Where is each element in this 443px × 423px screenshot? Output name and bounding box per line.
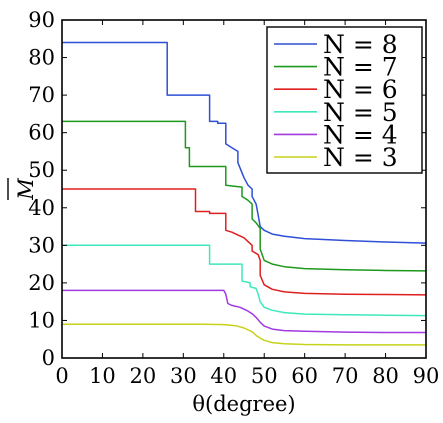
x-tick-label: 30 bbox=[170, 364, 197, 388]
x-tick-label: 40 bbox=[210, 364, 237, 388]
x-axis-title: θ(degree) bbox=[192, 392, 295, 416]
legend-label-4: N = 4 bbox=[323, 120, 398, 149]
x-tick-label: 80 bbox=[372, 364, 399, 388]
x-tick-label: 90 bbox=[413, 364, 440, 388]
legend-label-1: N = 7 bbox=[323, 53, 398, 82]
y-tick-label: 20 bbox=[28, 271, 55, 295]
legend-label-3: N = 5 bbox=[323, 98, 398, 127]
legend-items: N = 8N = 7N = 6N = 5N = 4N = 3 bbox=[274, 30, 398, 172]
legend-label-0: N = 8 bbox=[323, 30, 398, 59]
y-tick-label: 30 bbox=[28, 233, 55, 257]
y-tick-label: 50 bbox=[28, 158, 55, 182]
y-tick-label: 0 bbox=[42, 346, 55, 370]
y-tick-label: 40 bbox=[28, 196, 55, 220]
plot-frame bbox=[61, 19, 427, 359]
y-tick-label: 70 bbox=[28, 83, 55, 107]
x-tick-label: 50 bbox=[251, 364, 278, 388]
series-layer bbox=[62, 41, 427, 346]
series-line-5 bbox=[62, 323, 426, 346]
legend-box bbox=[266, 26, 423, 174]
x-tick-label: 70 bbox=[332, 364, 359, 388]
series-line-0 bbox=[62, 41, 427, 244]
series-line-4 bbox=[62, 289, 426, 334]
legend: N = 8N = 7N = 6N = 5N = 4N = 3 bbox=[266, 26, 423, 174]
y-tick-label: 10 bbox=[28, 308, 55, 332]
legend-label-5: N = 3 bbox=[323, 143, 398, 172]
series-line-2 bbox=[62, 188, 427, 296]
y-tick-label: 80 bbox=[28, 46, 55, 70]
y-tick-label: 60 bbox=[28, 121, 55, 145]
x-tick-label: 60 bbox=[291, 364, 318, 388]
series-line-3 bbox=[62, 244, 427, 317]
x-tick-label: 20 bbox=[130, 364, 157, 388]
series-line-1 bbox=[62, 120, 427, 272]
x-tick-label: 10 bbox=[89, 364, 116, 388]
legend-label-2: N = 6 bbox=[323, 75, 398, 104]
ticks-layer: 0 10 20 30 40 50 60 70 80 90 0 10 20 30 40 50 60 70 80 90 bbox=[28, 8, 439, 388]
y-tick-label: 90 bbox=[28, 8, 55, 32]
y-axis-title: M bbox=[14, 178, 38, 201]
y-axis-title-group: M bbox=[7, 178, 38, 201]
x-tick-label: 0 bbox=[55, 364, 68, 388]
